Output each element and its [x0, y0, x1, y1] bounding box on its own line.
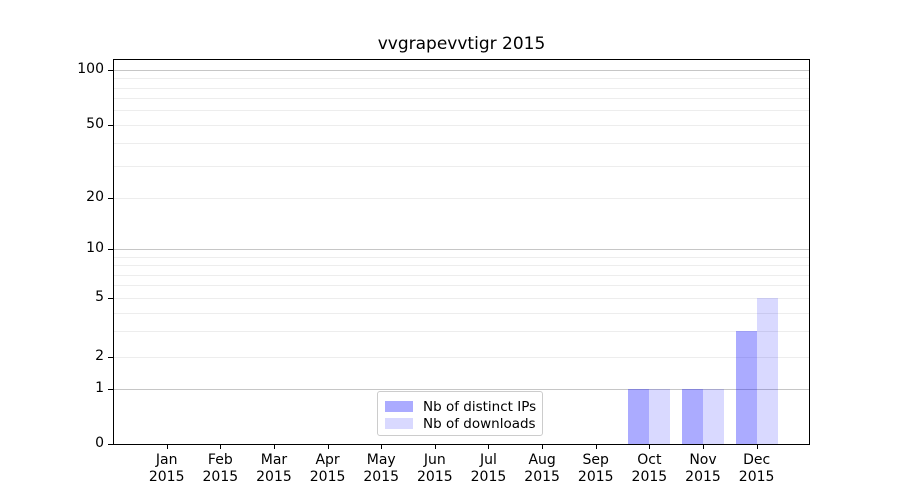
- x-tick-label-oct: Oct 2015: [631, 452, 668, 485]
- x-tick-mark-nov: [703, 444, 704, 449]
- bar-series1-oct: [649, 389, 671, 444]
- legend-label-distinct-ips: Nb of distinct IPs: [423, 398, 537, 415]
- gridline-y-40: [114, 142, 809, 144]
- plot-area: Nb of distinct IPs Nb of downloads: [113, 59, 810, 445]
- y-tick-label-20: 20: [86, 189, 104, 206]
- y-tick-mark-2: [108, 356, 113, 358]
- gridline-y-90: [114, 78, 809, 80]
- gridline-y-100: [114, 69, 809, 71]
- x-tick-mark-jul: [488, 444, 490, 449]
- x-tick-label-apr: Apr 2015: [309, 452, 346, 485]
- y-tick-mark-5: [108, 298, 113, 300]
- x-tick-label-mar: Mar 2015: [256, 452, 292, 485]
- bar-series1-nov: [703, 389, 724, 444]
- gridline-y-6: [114, 285, 809, 287]
- gridline-y-10: [114, 249, 809, 251]
- legend-swatch-downloads: [385, 418, 413, 429]
- gridline-y-3: [114, 331, 809, 333]
- gridline-y-80: [114, 87, 809, 89]
- x-tick-mark-may: [381, 444, 383, 449]
- x-tick-mark-jan: [166, 444, 168, 449]
- y-tick-label-10: 10: [86, 240, 104, 257]
- x-tick-label-jul: Jul 2015: [470, 452, 507, 485]
- x-tick-label-aug: Aug 2015: [524, 452, 560, 485]
- gridline-y-50: [114, 125, 809, 126]
- gridline-y-5: [114, 298, 809, 300]
- x-tick-label-may: May 2015: [363, 452, 400, 485]
- gridline-y-1: [114, 389, 809, 391]
- x-tick-label-jan: Jan 2015: [148, 452, 185, 485]
- legend-row-downloads: Nb of downloads: [385, 415, 542, 432]
- y-axis-tick-labels: 0 1 2 5 10 20 50 100: [0, 59, 104, 451]
- y-tick-mark-1: [108, 389, 113, 391]
- x-tick-mark-aug: [542, 444, 544, 449]
- x-tick-label-jun: Jun 2015: [417, 452, 453, 485]
- y-tick-label-50: 50: [86, 116, 104, 132]
- bar-series0-oct: [628, 389, 650, 444]
- y-tick-label-0: 0: [95, 435, 104, 451]
- bar-series0-dec: [735, 331, 757, 444]
- bar-series1-dec: [756, 298, 778, 444]
- x-tick-mark-dec: [756, 444, 758, 449]
- legend-row-distinct-ips: Nb of distinct IPs: [385, 398, 542, 415]
- x-tick-mark-sep: [595, 444, 597, 449]
- gridline-y-4: [114, 312, 809, 314]
- y-tick-mark-50: [108, 125, 113, 126]
- gridline-y-30: [114, 165, 809, 167]
- gridline-y-8: [114, 265, 809, 267]
- x-tick-mark-jun: [434, 444, 436, 449]
- x-tick-mark-apr: [327, 444, 329, 449]
- x-tick-mark-oct: [649, 444, 651, 449]
- gridline-y-70: [114, 98, 809, 100]
- y-tick-mark-10: [108, 249, 113, 251]
- y-tick-label-1: 1: [95, 380, 104, 397]
- gridline-y-20: [114, 198, 809, 200]
- gridline-y-7: [114, 274, 809, 276]
- x-tick-mark-feb: [220, 444, 222, 449]
- chart-title: vvgrapevvtigr 2015: [377, 34, 546, 54]
- gridline-y-60: [114, 110, 809, 112]
- y-tick-mark-0: [108, 444, 113, 445]
- legend-swatch-distinct-ips: [385, 401, 413, 412]
- y-tick-mark-20: [108, 198, 113, 200]
- x-tick-label-feb: Feb 2015: [202, 452, 239, 485]
- legend: Nb of distinct IPs Nb of downloads: [377, 391, 543, 436]
- x-tick-mark-mar: [273, 444, 275, 449]
- x-tick-label-dec: Dec 2015: [738, 452, 775, 485]
- gridline-y-9: [114, 256, 809, 258]
- gridline-y-2: [114, 356, 809, 358]
- y-tick-label-5: 5: [95, 289, 104, 306]
- y-tick-label-100: 100: [77, 60, 104, 77]
- x-tick-label-nov: Nov 2015: [685, 452, 721, 485]
- x-tick-label-sep: Sep 2015: [577, 452, 614, 485]
- y-tick-label-2: 2: [95, 347, 104, 364]
- bar-series0-nov: [682, 389, 703, 444]
- y-tick-mark-100: [108, 69, 113, 71]
- legend-label-downloads: Nb of downloads: [423, 415, 536, 432]
